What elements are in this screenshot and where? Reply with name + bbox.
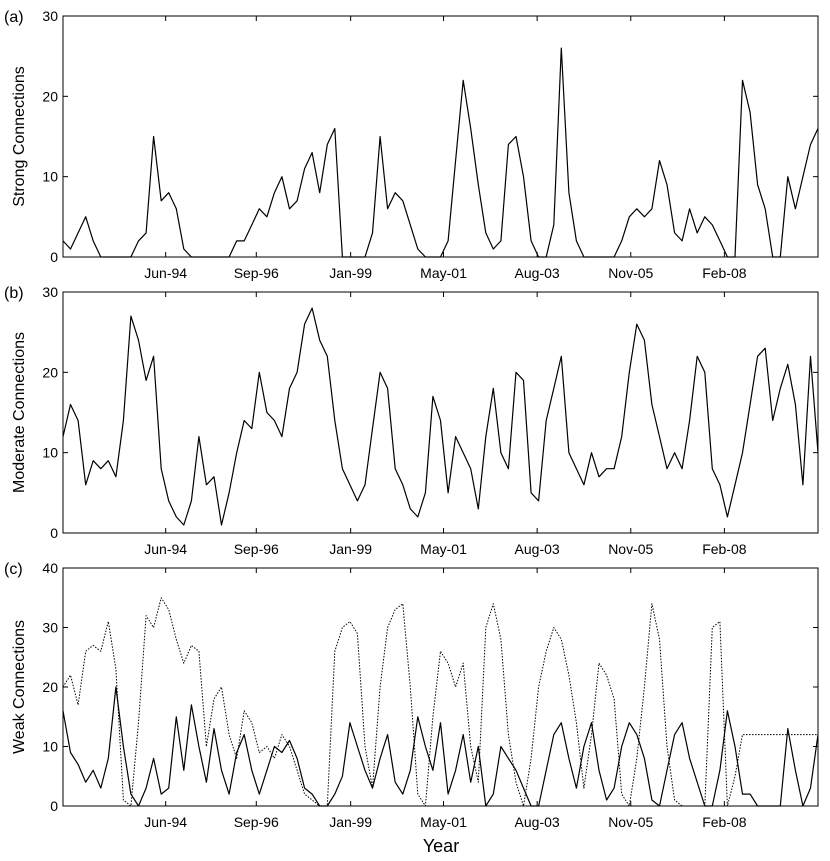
x-tick-label: Sep-96	[234, 814, 279, 830]
x-tick-label: Nov-05	[608, 541, 653, 557]
x-tick-label: May-01	[420, 265, 467, 281]
y-tick-label: 30	[42, 620, 58, 636]
y-tick-label: 20	[42, 364, 58, 380]
y-tick-label: 40	[42, 560, 58, 576]
x-tick-label: Aug-03	[515, 265, 560, 281]
panel-moderate-connections: 0 10 20 30 Jun-94 Sep-96 Jan-99 May-01 Aug-03 Nov…	[4, 284, 819, 557]
x-tick-label: Jan-99	[329, 541, 372, 557]
y-tick-label: 0	[50, 798, 58, 814]
plot-frame	[62, 15, 819, 258]
x-tick-label: Jun-94	[144, 814, 187, 830]
y-tick-label: 20	[42, 679, 58, 695]
x-tick-label: May-01	[420, 814, 467, 830]
x-tick-label: Nov-05	[608, 814, 653, 830]
plot-frame	[62, 567, 819, 807]
x-tick-label: Feb-08	[702, 265, 747, 281]
panel-strong-connections: 0 10 20 30 Jun-94 Sep-96 Jan-99 May-01 Aug-03 Nov…	[4, 8, 819, 281]
panel-label: (a)	[4, 9, 24, 26]
series-line-solid	[62, 47, 819, 258]
y-axis-label: Strong Connections	[11, 66, 28, 207]
y-tick-label: 20	[42, 88, 58, 104]
panel-label: (c)	[4, 561, 23, 578]
y-axis-label: Moderate Connections	[11, 332, 28, 493]
x-tick-label: Aug-03	[515, 814, 560, 830]
x-tick-label: Sep-96	[234, 541, 279, 557]
panel-label: (b)	[4, 285, 24, 302]
x-axis-label: Year	[423, 836, 459, 856]
y-tick-label: 30	[42, 8, 58, 24]
panel-weak-connections: 0 10 20 30 40 Jun-94 Sep-96 Jan-99 May-01 Aug-03 N…	[4, 560, 819, 830]
x-tick-label: Sep-96	[234, 265, 279, 281]
y-axis-label: Weak Connections	[11, 620, 28, 754]
x-tick-label: Aug-03	[515, 541, 560, 557]
y-tick-label: 10	[42, 739, 58, 755]
y-tick-label: 30	[42, 284, 58, 300]
x-tick-label: Jan-99	[329, 814, 372, 830]
x-tick-label: Nov-05	[608, 265, 653, 281]
plot-frame	[62, 291, 819, 534]
y-tick-label: 0	[50, 249, 58, 265]
x-tick-label: Jun-94	[144, 541, 187, 557]
x-tick-label: Jun-94	[144, 265, 187, 281]
y-tick-label: 10	[42, 169, 58, 185]
y-tick-label: 10	[42, 445, 58, 461]
x-tick-label: Feb-08	[702, 541, 747, 557]
x-tick-label: May-01	[420, 541, 467, 557]
series-line-solid	[62, 307, 819, 526]
x-tick-label: Feb-08	[702, 814, 747, 830]
series-line-dotted	[62, 597, 818, 807]
series-line-solid	[62, 686, 819, 807]
y-tick-label: 0	[50, 525, 58, 541]
x-tick-label: Jan-99	[329, 265, 372, 281]
